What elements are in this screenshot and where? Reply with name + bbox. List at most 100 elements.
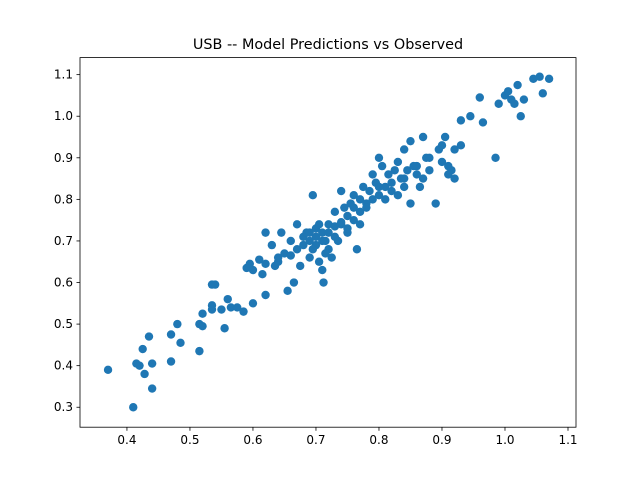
point <box>349 191 358 200</box>
point <box>308 191 318 200</box>
point <box>261 228 270 237</box>
point <box>437 141 447 150</box>
point <box>359 182 368 192</box>
point <box>318 228 327 237</box>
point <box>147 384 157 393</box>
point <box>261 259 270 269</box>
point <box>491 153 500 162</box>
y-tick-label: 0.9 <box>54 151 73 165</box>
point <box>355 207 365 217</box>
point <box>144 332 154 341</box>
point <box>289 278 299 287</box>
point <box>399 182 409 192</box>
point <box>365 186 374 196</box>
y-tick-label: 0.3 <box>54 400 73 414</box>
point <box>412 170 421 179</box>
point <box>399 145 409 154</box>
point <box>390 166 399 175</box>
point <box>513 80 522 90</box>
point <box>494 99 503 108</box>
point <box>393 191 403 200</box>
point <box>286 251 295 260</box>
point <box>444 170 453 179</box>
y-tick-label: 0.7 <box>54 234 73 248</box>
point <box>381 195 390 204</box>
point <box>450 174 459 183</box>
point <box>355 195 365 204</box>
point <box>544 74 554 84</box>
point <box>140 369 149 379</box>
axes-frame <box>79 57 577 428</box>
point <box>456 141 466 150</box>
point <box>314 257 324 266</box>
point <box>349 203 358 212</box>
point <box>324 228 333 237</box>
point <box>318 265 327 275</box>
point <box>292 220 302 229</box>
point <box>255 255 264 264</box>
point <box>340 203 349 212</box>
point <box>437 157 447 167</box>
y-tick-label: 1.1 <box>54 68 73 82</box>
point <box>374 191 384 200</box>
point <box>198 321 207 331</box>
point <box>343 224 352 233</box>
point <box>239 307 248 316</box>
point <box>478 118 488 127</box>
point <box>330 222 340 231</box>
x-tick-label: 0.8 <box>369 433 388 447</box>
point <box>425 153 434 162</box>
point <box>299 240 308 250</box>
x-tick-label: 0.6 <box>243 433 262 447</box>
point <box>406 136 415 146</box>
chart-title: USB -- Model Predictions vs Observed <box>193 37 463 53</box>
point <box>220 324 229 333</box>
x-tick-label: 1.1 <box>558 433 577 447</box>
point <box>324 220 333 229</box>
point <box>248 265 258 275</box>
point <box>207 305 217 314</box>
point <box>368 170 377 179</box>
point <box>314 220 324 229</box>
points <box>103 72 554 412</box>
point <box>403 166 412 175</box>
point <box>210 280 220 289</box>
point <box>129 403 138 412</box>
point <box>296 261 305 271</box>
point <box>280 249 289 258</box>
point <box>248 299 258 308</box>
point <box>283 286 292 296</box>
point <box>330 207 340 217</box>
point <box>538 89 547 98</box>
point <box>292 245 302 254</box>
point <box>336 186 346 196</box>
point <box>503 87 513 96</box>
point <box>258 270 267 279</box>
point <box>305 253 314 262</box>
point <box>273 253 283 262</box>
point <box>399 174 409 183</box>
x-tick-label: 1.0 <box>495 433 514 447</box>
point <box>135 361 144 370</box>
point <box>387 186 396 196</box>
point <box>393 157 403 167</box>
point <box>374 153 384 162</box>
point <box>305 228 314 237</box>
point <box>415 182 425 192</box>
point <box>173 319 182 329</box>
point <box>308 245 318 254</box>
point <box>456 116 466 125</box>
point <box>319 278 328 287</box>
point <box>368 195 377 204</box>
point <box>245 259 255 269</box>
point <box>318 236 327 246</box>
point <box>535 72 544 81</box>
point <box>450 145 459 154</box>
point <box>166 330 176 339</box>
point <box>321 249 330 258</box>
point <box>510 99 519 108</box>
point <box>277 228 286 237</box>
point <box>198 309 207 318</box>
